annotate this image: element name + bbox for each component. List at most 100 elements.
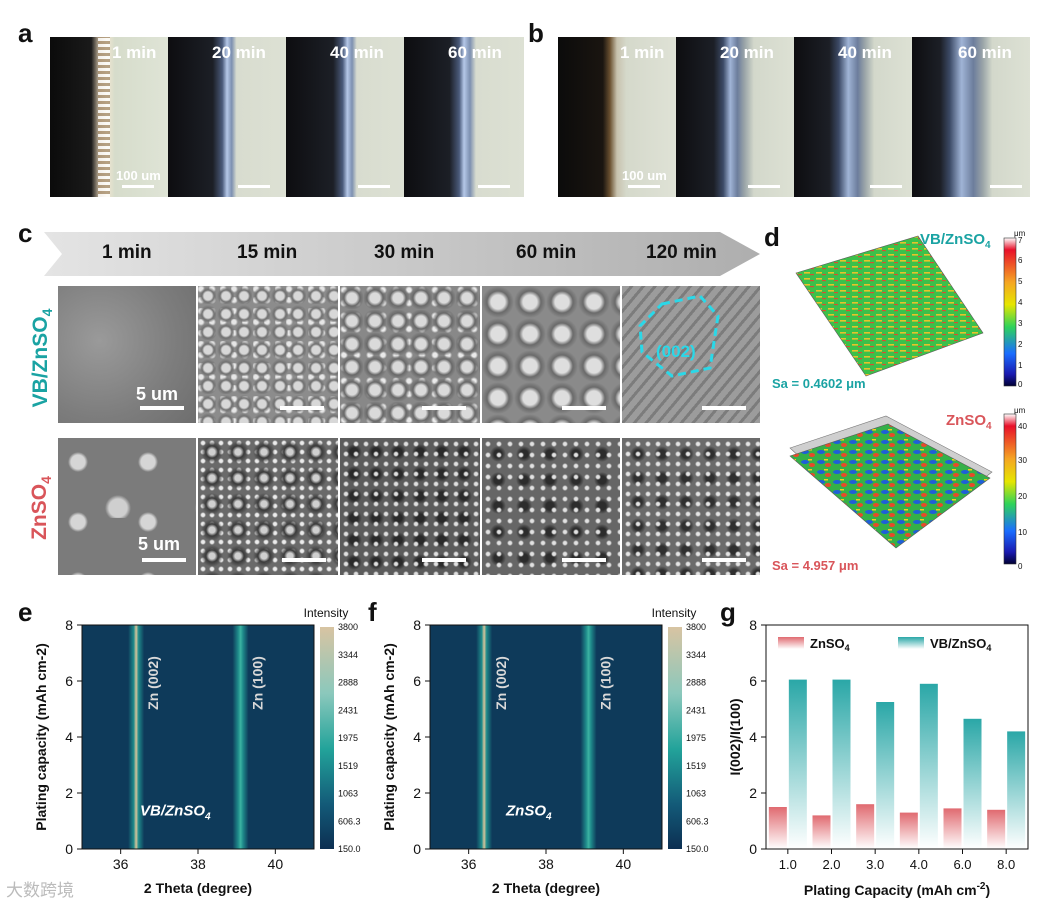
scale-bar-label: 5 um xyxy=(136,384,179,404)
y-tick-label: 6 xyxy=(749,673,757,689)
bar xyxy=(768,807,787,849)
y-tick-label: 4 xyxy=(413,729,421,745)
y-tick-label: 6 xyxy=(65,673,73,689)
optical-image-a-1: 1 min 100 um xyxy=(50,37,168,197)
colorbar-unit: μm xyxy=(1014,406,1026,415)
sem-image-vb-120: (002) xyxy=(622,286,760,423)
x-tick-label: 40 xyxy=(268,856,284,872)
surface-plot-vb xyxy=(795,235,984,377)
time-label: 1 min xyxy=(620,43,665,62)
sa-value-vb: Sa = 0.4602 μm xyxy=(772,376,866,391)
row-label-vb: VB/ZnSO4 xyxy=(29,308,56,408)
x-tick-label: 38 xyxy=(190,856,206,872)
time-label: 60 min xyxy=(958,43,1012,62)
time-label: 40 min xyxy=(838,43,892,62)
scale-bar xyxy=(140,406,184,410)
x-tick-label: 36 xyxy=(461,856,477,872)
colorbar-tick-label: 150.0 xyxy=(338,844,361,854)
heatmap-e: Zn (002) Zn (100) 36 38 40 0 2 4 6 8 2 Theta (degr… xyxy=(33,606,361,896)
colorbar-title: Intensity xyxy=(652,606,697,620)
scale-bar xyxy=(422,406,466,410)
optical-image-a-40: 40 min xyxy=(286,37,404,197)
sem-image-zn-30 xyxy=(340,438,480,575)
time-label: 60 min xyxy=(516,242,577,263)
colorbar-ticks-vb: 7 6 5 4 3 2 1 0 xyxy=(1018,236,1038,389)
y-tick-label: 4 xyxy=(749,729,757,745)
tick: 1 xyxy=(1018,361,1023,370)
tick: 6 xyxy=(1018,256,1023,265)
time-label: 20 min xyxy=(212,43,266,62)
optical-image-a-60: 60 min xyxy=(404,37,524,197)
row-label-znso4: ZnSO4 xyxy=(28,476,55,540)
x-tick-label: 4.0 xyxy=(910,857,928,872)
optical-image-b-40: 40 min xyxy=(794,37,912,197)
bar xyxy=(919,683,938,849)
tick: 10 xyxy=(1018,528,1027,537)
colorbar-tick-label: 1519 xyxy=(686,761,706,771)
sem-image-zn-15 xyxy=(198,438,338,575)
facet-outline xyxy=(638,294,720,378)
scale-bar xyxy=(628,185,660,188)
x-tick-label: 38 xyxy=(538,856,554,872)
heatmap-background xyxy=(82,625,314,849)
bar xyxy=(876,702,895,849)
peak-band xyxy=(476,625,493,849)
x-axis-label: Plating Capacity (mAh cm-2) xyxy=(804,881,990,898)
scale-bar xyxy=(122,185,154,188)
tick: 30 xyxy=(1018,456,1027,465)
tick: 0 xyxy=(1018,380,1023,389)
tick: 4 xyxy=(1018,298,1023,307)
scale-bar-label: 5 um xyxy=(138,534,181,554)
bar xyxy=(943,808,962,849)
peak-label: Zn (002) xyxy=(493,656,509,710)
scale-bar xyxy=(702,406,746,410)
colorbar-tick-label: 606.3 xyxy=(686,816,709,826)
panel-label-c: c xyxy=(18,218,33,248)
time-label: 40 min xyxy=(330,43,384,62)
scale-bar xyxy=(990,185,1022,188)
bar xyxy=(963,718,982,849)
x-tick-label: 36 xyxy=(113,856,129,872)
legend-label: ZnSO4 xyxy=(810,636,850,653)
x-tick-label: 6.0 xyxy=(953,857,971,872)
colorbar-tick-label: 1975 xyxy=(338,733,358,743)
scale-bar xyxy=(478,185,510,188)
colorbar-tick-label: 1519 xyxy=(338,761,358,771)
x-tick-label: 1.0 xyxy=(779,857,797,872)
y-tick-label: 0 xyxy=(65,841,73,857)
colorbar xyxy=(668,627,682,849)
panel-a-optical-images: 1 min 100 um 20 min 40 min 60 min xyxy=(50,37,524,197)
optical-image-b-20: 20 min xyxy=(676,37,794,197)
time-label: 60 min xyxy=(448,43,502,62)
topo-title-zn: ZnSO4 xyxy=(946,412,992,432)
sem-image-vb-1: 5 um xyxy=(58,286,196,423)
peak-band xyxy=(232,625,249,849)
legend-label: VB/ZnSO4 xyxy=(930,636,991,653)
x-tick-label: 8.0 xyxy=(997,857,1015,872)
colorbar-tick-label: 1975 xyxy=(686,733,706,743)
tick: 2 xyxy=(1018,340,1023,349)
peak-label: Zn (100) xyxy=(598,656,614,710)
panel-b-optical-images: 1 min 100 um 20 min 40 min 60 min xyxy=(558,37,1030,197)
inset-label: ZnSO4 xyxy=(505,802,552,822)
bar-chart-g: 1.0 2.0 3.0 4.0 6.0 8.0 0 2 4 6 8 ZnSO4 VB/ZnSO4 Plat… xyxy=(727,617,1029,898)
colorbar-tick-label: 3800 xyxy=(686,622,706,632)
panel-label-b: b xyxy=(528,18,544,48)
tick: 5 xyxy=(1018,277,1023,286)
colorbar-tick-label: 3344 xyxy=(686,650,706,660)
scale-bar xyxy=(422,558,466,562)
colorbar-vb xyxy=(1003,237,1017,387)
panel-label-a: a xyxy=(18,18,33,48)
time-label: 30 min xyxy=(374,242,435,263)
scale-bar xyxy=(280,406,324,410)
colorbar-tick-label: 1063 xyxy=(338,789,358,799)
sem-image-vb-30 xyxy=(340,286,480,423)
y-tick-label: 4 xyxy=(65,729,73,745)
scale-bar-label: 100 um xyxy=(622,168,667,183)
bar xyxy=(788,679,807,849)
heatmap-f: Zn (002) Zn (100) 36 38 40 0 2 4 6 8 2 Theta (degr… xyxy=(381,606,709,896)
y-tick-label: 8 xyxy=(413,617,421,633)
sem-image-zn-60 xyxy=(482,438,620,575)
y-axis-label: Plating capacity (mAh cm-2) xyxy=(33,643,49,831)
time-arrow xyxy=(44,232,760,276)
